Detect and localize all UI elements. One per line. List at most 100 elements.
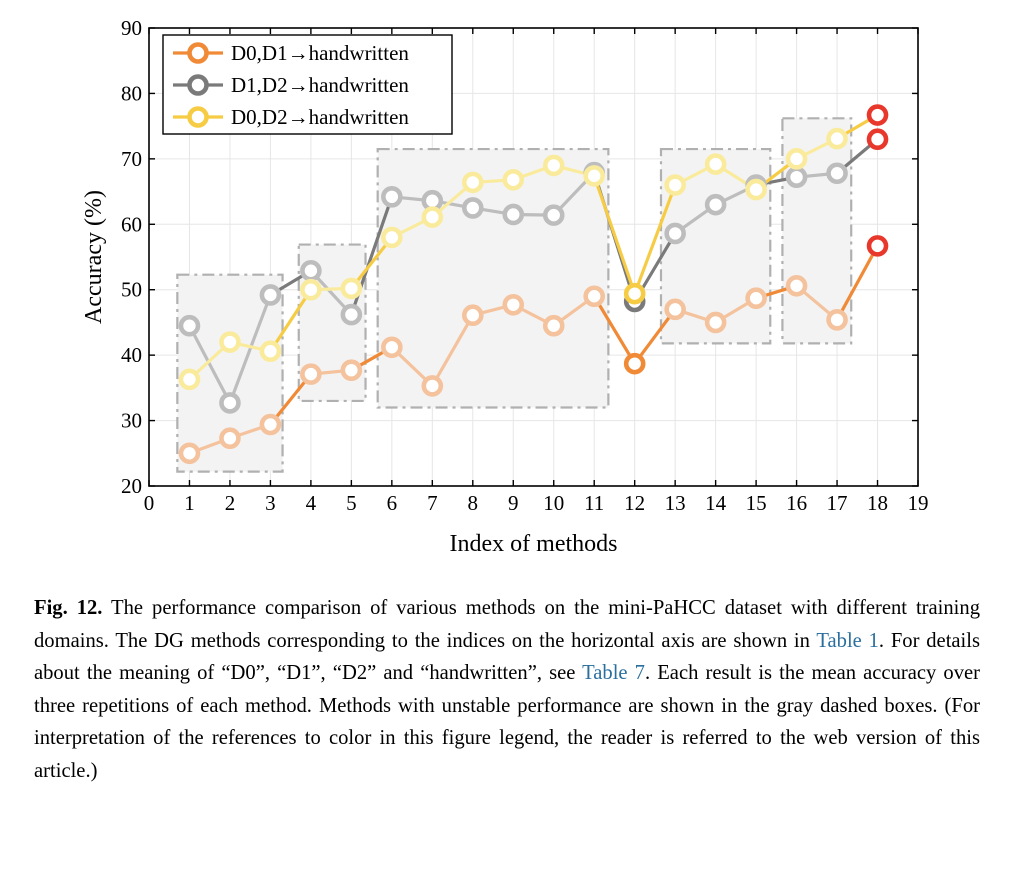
legend-label: D0,D1→handwritten <box>231 41 409 65</box>
data-point <box>259 284 282 306</box>
data-point <box>502 168 525 191</box>
y-tick-label: 20 <box>121 474 142 498</box>
data-point <box>745 287 767 310</box>
data-point <box>219 392 241 414</box>
data-point <box>502 293 525 316</box>
data-point <box>178 442 201 465</box>
data-point <box>664 174 686 196</box>
data-point <box>219 427 241 450</box>
x-tick-label: 3 <box>265 491 276 515</box>
series-segment <box>228 293 273 405</box>
series-segment <box>349 235 394 291</box>
series-segment <box>187 324 232 405</box>
legend-label: D0,D2→handwritten <box>231 105 409 129</box>
data-point <box>461 197 484 219</box>
data-point <box>421 206 444 228</box>
x-tick-label: 18 <box>867 491 888 515</box>
caption-label: Fig. 12. <box>34 597 103 619</box>
data-point <box>664 298 686 321</box>
y-tick-label: 50 <box>121 278 142 302</box>
series-markers <box>178 104 889 465</box>
y-tick-label: 30 <box>121 409 142 433</box>
x-tick-label: 8 <box>468 491 479 515</box>
data-point <box>826 162 848 185</box>
y-tick-label: 40 <box>121 343 142 367</box>
x-tick-label: 11 <box>584 491 604 515</box>
series-segment <box>592 294 637 366</box>
x-tick-label: 6 <box>387 491 398 515</box>
data-point <box>461 304 484 327</box>
data-point <box>300 278 322 301</box>
data-point <box>866 128 889 151</box>
y-tick-label: 90 <box>121 16 142 40</box>
y-axis-title: Accuracy (%) <box>81 190 107 324</box>
data-point <box>866 104 889 126</box>
data-point <box>826 309 848 331</box>
data-point <box>583 165 606 187</box>
data-point <box>542 154 565 177</box>
series-segment <box>430 313 475 388</box>
data-point <box>178 314 201 337</box>
table-1-link[interactable]: Table 1 <box>816 629 879 652</box>
data-point <box>421 375 444 397</box>
data-point <box>259 340 282 363</box>
y-tick-label: 70 <box>121 147 142 171</box>
data-point <box>178 368 201 391</box>
x-tick-label: 15 <box>746 491 767 515</box>
legend-marker <box>187 74 209 96</box>
data-point <box>542 314 565 337</box>
data-point <box>704 311 727 334</box>
data-point <box>259 413 282 436</box>
x-tick-label: 12 <box>624 491 645 515</box>
figure-caption: Fig. 12. The performance comparison of v… <box>34 592 980 787</box>
x-tick-label: 0 <box>144 491 155 515</box>
data-point <box>381 186 403 208</box>
series-segment <box>592 174 637 296</box>
data-point <box>826 127 848 150</box>
data-point <box>664 222 686 245</box>
data-point <box>502 203 525 226</box>
axis-ticks: 0 1 2 3 4 5 6 7 8 9 10 11 12 13 14 15 16 17 18 192030405060… <box>121 16 929 515</box>
x-tick-label: 4 <box>306 491 317 515</box>
table-7-link[interactable]: Table 7 <box>582 662 645 684</box>
plot-frame <box>148 27 919 487</box>
data-point <box>219 331 241 353</box>
accuracy-line-chart: 0 1 2 3 4 5 6 7 8 9 10 11 12 13 14 15 16 17 18 192030405060… <box>81 16 929 557</box>
x-tick-label: 17 <box>827 491 848 515</box>
data-point <box>340 303 363 326</box>
data-point <box>785 148 808 170</box>
series-segment <box>835 244 880 322</box>
data-point <box>623 352 646 375</box>
caption-text-2: . For details about the meaning of “D0”,… <box>34 629 981 685</box>
data-point <box>542 204 565 226</box>
caption-text-3: . Each result is the mean accuracy over … <box>34 662 980 782</box>
y-tick-label: 80 <box>121 81 142 105</box>
x-tick-label: 14 <box>705 491 727 515</box>
data-point <box>381 336 403 359</box>
data-point <box>745 178 767 201</box>
x-tick-label: 2 <box>225 491 236 515</box>
data-point <box>623 282 646 305</box>
y-tick-label: 60 <box>121 212 142 236</box>
data-point <box>785 274 808 297</box>
x-tick-label: 16 <box>786 491 807 515</box>
unstable-box <box>376 147 610 409</box>
data-point <box>340 277 363 300</box>
data-point <box>704 193 727 216</box>
data-point <box>300 363 322 385</box>
data-point <box>300 259 322 282</box>
series-segment <box>633 307 677 366</box>
series-segment <box>633 183 677 296</box>
data-point <box>340 359 363 381</box>
legend-marker <box>187 106 209 128</box>
x-tick-label: 10 <box>543 491 564 515</box>
legend-label: D1,D2→handwritten <box>231 73 409 97</box>
data-point <box>381 226 403 249</box>
x-tick-label: 13 <box>665 491 686 515</box>
x-tick-label: 1 <box>184 491 195 515</box>
x-tick-label: 7 <box>427 491 438 515</box>
caption-text-1: The performance comparison of various me… <box>34 597 980 652</box>
data-point <box>785 166 808 188</box>
data-point <box>866 235 889 257</box>
legend-marker <box>187 42 209 64</box>
